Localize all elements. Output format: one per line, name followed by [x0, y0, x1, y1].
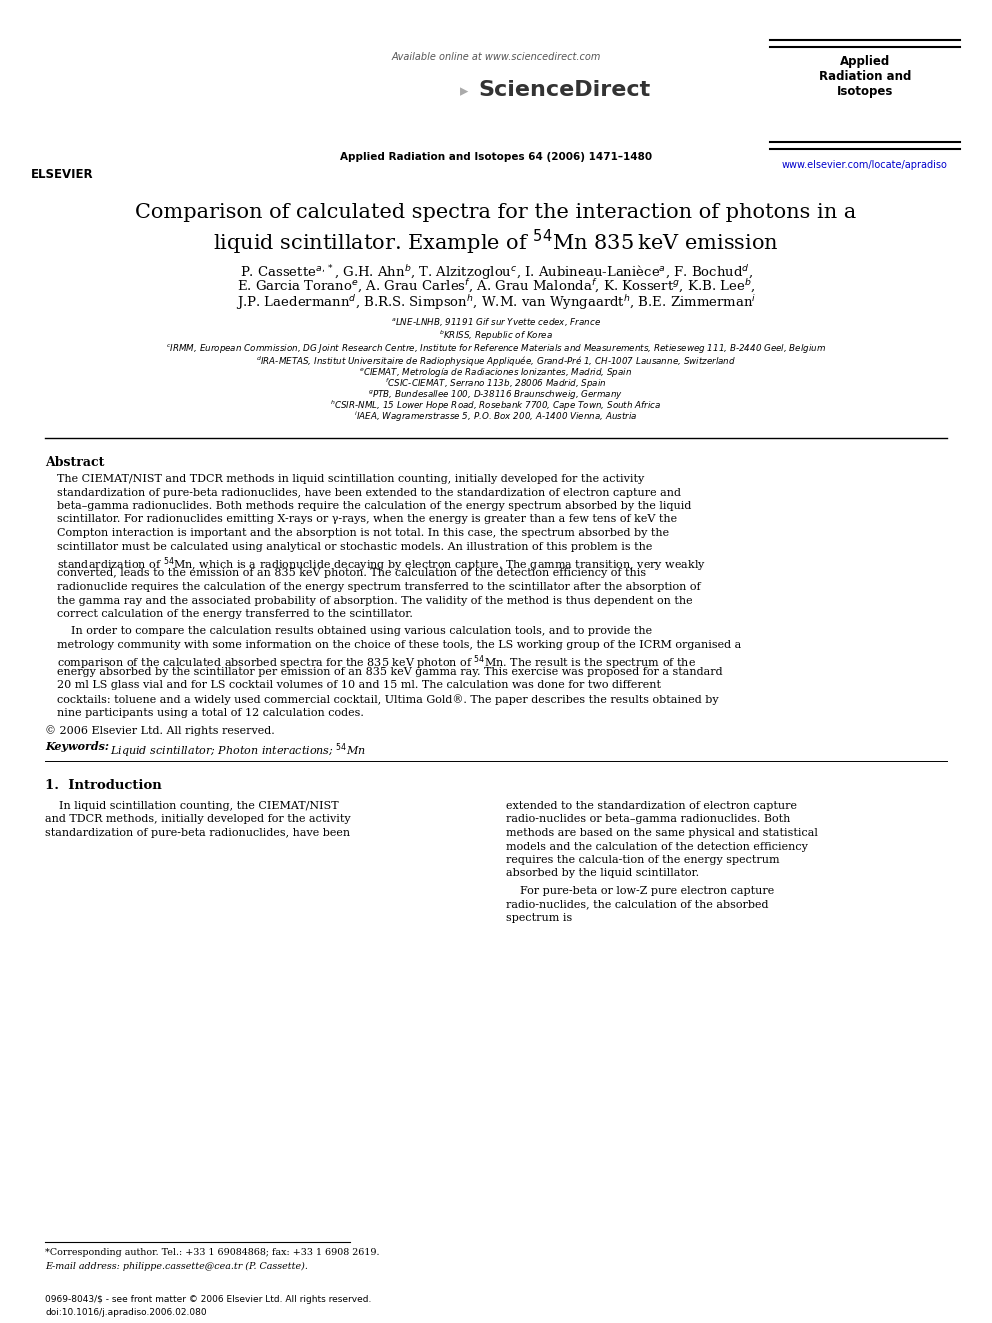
Text: Keywords:: Keywords:	[45, 741, 109, 751]
Text: P. Cassette$^{a,*}$, G.H. Ahn$^{b}$, T. Alzitzoglou$^{c}$, I. Aubineau-Lanièce$^: P. Cassette$^{a,*}$, G.H. Ahn$^{b}$, T. …	[239, 263, 753, 282]
Text: E. Garcia Torano$^{e}$, A. Grau Carles$^{f}$, A. Grau Malonda$^{f}$, K. Kossert$: E. Garcia Torano$^{e}$, A. Grau Carles$^…	[237, 278, 755, 295]
Text: *Corresponding author. Tel.: +33 1 69084868; fax: +33 1 6908 2619.: *Corresponding author. Tel.: +33 1 69084…	[45, 1248, 380, 1257]
Text: scintillator must be calculated using analytical or stochastic models. An illust: scintillator must be calculated using an…	[57, 541, 653, 552]
Text: spectrum is: spectrum is	[506, 913, 572, 923]
Text: J.P. Laedermann$^{d}$, B.R.S. Simpson$^{h}$, W.M. van Wyngaardt$^{h}$, B.E. Zimm: J.P. Laedermann$^{d}$, B.R.S. Simpson$^{…	[236, 292, 756, 312]
Text: requires the calcula-tion of the energy spectrum: requires the calcula-tion of the energy …	[506, 855, 780, 865]
Text: Applied Radiation and Isotopes 64 (2006) 1471–1480: Applied Radiation and Isotopes 64 (2006)…	[340, 152, 652, 161]
Text: Comparison of calculated spectra for the interaction of photons in a: Comparison of calculated spectra for the…	[135, 202, 857, 222]
Text: comparison of the calculated absorbed spectra for the 835 keV photon of $^{54}$M: comparison of the calculated absorbed sp…	[57, 654, 696, 672]
Text: 0969-8043/$ - see front matter © 2006 Elsevier Ltd. All rights reserved.: 0969-8043/$ - see front matter © 2006 El…	[45, 1295, 371, 1304]
Text: radio-nuclides or beta–gamma radionuclides. Both: radio-nuclides or beta–gamma radionuclid…	[506, 815, 791, 824]
Text: For pure-beta or low-Z pure electron capture: For pure-beta or low-Z pure electron cap…	[506, 886, 774, 896]
Text: ELSEVIER: ELSEVIER	[31, 168, 93, 181]
Text: energy absorbed by the scintillator per emission of an 835 keV gamma ray. This e: energy absorbed by the scintillator per …	[57, 667, 722, 677]
Text: Compton interaction is important and the absorption is not total. In this case, : Compton interaction is important and the…	[57, 528, 670, 538]
Text: The CIEMAT/NIST and TDCR methods in liquid scintillation counting, initially dev: The CIEMAT/NIST and TDCR methods in liqu…	[57, 474, 644, 484]
Text: $^{g}$PTB, Bundesallee 100, D-38116 Braunschweig, Germany: $^{g}$PTB, Bundesallee 100, D-38116 Brau…	[368, 388, 624, 401]
Text: standardization of pure-beta radionuclides, have been extended to the standardiz: standardization of pure-beta radionuclid…	[57, 487, 681, 497]
Text: standardization of pure-beta radionuclides, have been: standardization of pure-beta radionuclid…	[45, 828, 350, 837]
Text: liquid scintillator. Example of $^{54}$Mn 835 keV emission: liquid scintillator. Example of $^{54}$M…	[213, 228, 779, 257]
Text: $^{f}$CSIC-CIEMAT, Serrano 113b, 28006 Madrid, Spain: $^{f}$CSIC-CIEMAT, Serrano 113b, 28006 M…	[385, 377, 607, 392]
Text: standardization of $^{54}$Mn, which is a radionuclide decaying by electron captu: standardization of $^{54}$Mn, which is a…	[57, 556, 706, 574]
Text: $^{i}$IAEA, Wagramerstrasse 5, P.O. Box 200, A-1400 Vienna, Austria: $^{i}$IAEA, Wagramerstrasse 5, P.O. Box …	[354, 410, 638, 425]
Text: the gamma ray and the associated probability of absorption. The validity of the : the gamma ray and the associated probabi…	[57, 595, 692, 606]
Text: 1.  Introduction: 1. Introduction	[45, 779, 162, 792]
Text: In liquid scintillation counting, the CIEMAT/NIST: In liquid scintillation counting, the CI…	[45, 800, 338, 811]
Text: methods are based on the same physical and statistical: methods are based on the same physical a…	[506, 828, 817, 837]
Text: Liquid scintillator; Photon interactions; $^{54}$Mn: Liquid scintillator; Photon interactions…	[110, 741, 366, 759]
Text: doi:10.1016/j.apradiso.2006.02.080: doi:10.1016/j.apradiso.2006.02.080	[45, 1308, 206, 1316]
Text: and TDCR methods, initially developed for the activity: and TDCR methods, initially developed fo…	[45, 815, 350, 824]
Text: Applied
Radiation and
Isotopes: Applied Radiation and Isotopes	[818, 56, 912, 98]
Text: radio-nuclides, the calculation of the absorbed: radio-nuclides, the calculation of the a…	[506, 900, 769, 909]
Text: extended to the standardization of electron capture: extended to the standardization of elect…	[506, 800, 797, 811]
Text: $^{b}$KRISS, Republic of Korea: $^{b}$KRISS, Republic of Korea	[439, 329, 553, 344]
Text: beta–gamma radionuclides. Both methods require the calculation of the energy spe: beta–gamma radionuclides. Both methods r…	[57, 501, 691, 511]
Text: radionuclide requires the calculation of the energy spectrum transferred to the : radionuclide requires the calculation of…	[57, 582, 700, 591]
Text: cocktails: toluene and a widely used commercial cocktail, Ultima Gold®. The pape: cocktails: toluene and a widely used com…	[57, 695, 718, 705]
Text: ▸: ▸	[460, 82, 468, 101]
Text: 20 ml LS glass vial and for LS cocktail volumes of 10 and 15 ml. The calculation: 20 ml LS glass vial and for LS cocktail …	[57, 680, 661, 691]
Text: $^{a}$LNE-LNHB, 91191 Gif sur Yvette cedex, France: $^{a}$LNE-LNHB, 91191 Gif sur Yvette ced…	[391, 316, 601, 328]
Text: nine participants using a total of 12 calculation codes.: nine participants using a total of 12 ca…	[57, 708, 364, 717]
Text: metrology community with some information on the choice of these tools, the LS w: metrology community with some informatio…	[57, 640, 741, 650]
Text: Abstract: Abstract	[45, 456, 104, 468]
Text: $^{c}$IRMM, European Commission, DG Joint Research Centre, Institute for Referen: $^{c}$IRMM, European Commission, DG Join…	[166, 343, 826, 355]
Text: Available online at www.sciencedirect.com: Available online at www.sciencedirect.co…	[391, 52, 601, 62]
Text: $^{e}$CIEMAT, Metrología de Radiaciones Ionizantes, Madrid, Spain: $^{e}$CIEMAT, Metrología de Radiaciones …	[359, 366, 633, 378]
Text: ScienceDirect: ScienceDirect	[478, 79, 650, 101]
Text: E-mail address: philippe.cassette@cea.tr (P. Cassette).: E-mail address: philippe.cassette@cea.tr…	[45, 1262, 308, 1271]
Text: In order to compare the calculation results obtained using various calculation t: In order to compare the calculation resu…	[57, 627, 652, 636]
Text: models and the calculation of the detection efficiency: models and the calculation of the detect…	[506, 841, 807, 852]
Text: correct calculation of the energy transferred to the scintillator.: correct calculation of the energy transf…	[57, 609, 413, 619]
Text: absorbed by the liquid scintillator.: absorbed by the liquid scintillator.	[506, 868, 699, 878]
Text: scintillator. For radionuclides emitting X-rays or γ-rays, when the energy is gr: scintillator. For radionuclides emitting…	[57, 515, 678, 524]
Text: converted, leads to the emission of an 835 keV photon. The calculation of the de: converted, leads to the emission of an 8…	[57, 569, 646, 578]
Text: www.elsevier.com/locate/apradiso: www.elsevier.com/locate/apradiso	[782, 160, 948, 169]
Text: $^{h}$CSIR-NML, 15 Lower Hope Road, Rosebank 7700, Cape Town, South Africa: $^{h}$CSIR-NML, 15 Lower Hope Road, Rose…	[330, 400, 662, 413]
Text: © 2006 Elsevier Ltd. All rights reserved.: © 2006 Elsevier Ltd. All rights reserved…	[45, 725, 275, 736]
Text: $^{d}$IRA-METAS, Institut Universitaire de Radiophysique Appliquée, Grand-Pré 1,: $^{d}$IRA-METAS, Institut Universitaire …	[256, 355, 736, 369]
